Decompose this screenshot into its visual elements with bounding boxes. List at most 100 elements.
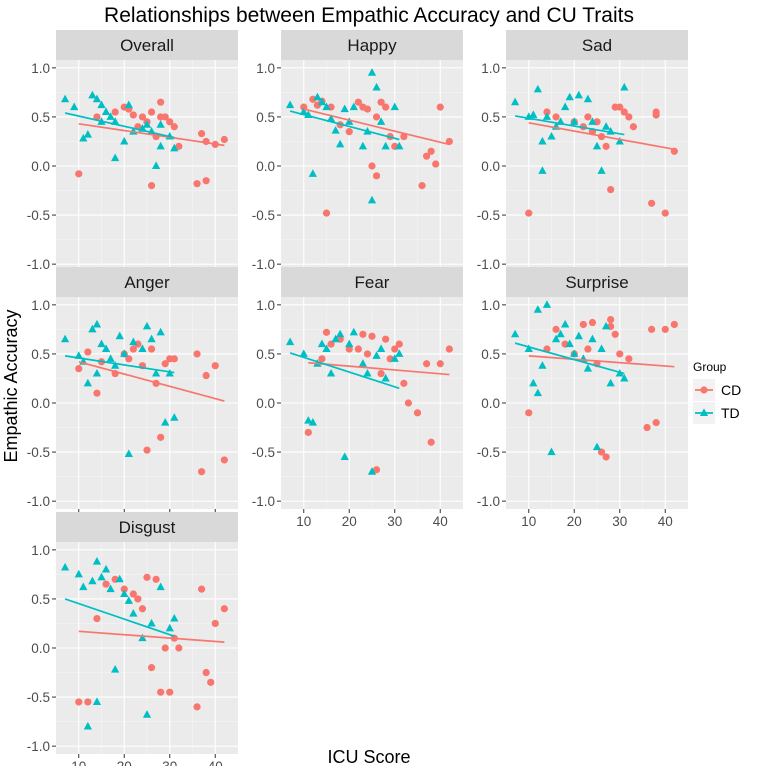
y-tick-label-fear-4: 1.0 xyxy=(256,298,275,313)
point-cd-p0-14 xyxy=(161,113,169,121)
point-td-p2-0 xyxy=(510,97,520,106)
point-cd-p6-11 xyxy=(152,575,160,583)
point-cd-p4-18 xyxy=(413,409,422,417)
y-tick-label-anger-3: 0.5 xyxy=(31,347,50,362)
point-cd-p1-7 xyxy=(345,128,353,136)
point-cd-p0-15 xyxy=(166,118,174,126)
point-td-p2-2 xyxy=(529,110,538,118)
x-tick-label-disgust-1: 20 xyxy=(117,759,132,766)
point-cd-p4-10 xyxy=(372,466,381,474)
point-td-p1-0 xyxy=(285,100,295,109)
point-cd-p6-8 xyxy=(138,605,147,613)
point-td-p4-5 xyxy=(317,339,327,348)
strip-label-fear: Fear xyxy=(355,273,390,292)
point-td-p3-3 xyxy=(83,378,92,387)
point-cd-p3-16 xyxy=(170,355,178,363)
point-cd-p4-0 xyxy=(304,428,312,437)
point-cd-p5-13 xyxy=(611,330,619,338)
point-td-p2-6 xyxy=(542,112,552,120)
point-cd-p4-3 xyxy=(327,340,335,348)
point-td-p5-4 xyxy=(533,305,542,313)
strip-label-sad: Sad xyxy=(582,36,612,55)
point-cd-p6-19 xyxy=(202,668,210,677)
point-td-p4-16 xyxy=(372,351,381,359)
point-cd-p1-14 xyxy=(377,98,385,106)
point-cd-p6-6 xyxy=(129,590,137,598)
y-tick-label-overall-2: 0.0 xyxy=(31,159,50,174)
point-cd-p1-8 xyxy=(354,98,362,106)
point-cd-p4-22 xyxy=(445,345,453,353)
point-cd-p3-7 xyxy=(129,345,137,353)
point-td-p4-14 xyxy=(363,368,372,377)
point-td-p4-7 xyxy=(326,368,336,377)
point-cd-p1-19 xyxy=(418,182,426,190)
y-tick-label-anger-4: 1.0 xyxy=(31,298,50,313)
point-td-p3-8 xyxy=(101,344,111,353)
point-cd-p6-9 xyxy=(143,573,151,581)
y-axis-title: Empathic Accuracy xyxy=(1,309,21,462)
y-tick-label-surprise-3: 0.5 xyxy=(481,347,500,362)
fit-line-cd-anger xyxy=(78,360,225,402)
point-td-p5-7 xyxy=(547,447,556,456)
x-tick-label-fear-3: 40 xyxy=(433,514,448,529)
point-td-p3-18 xyxy=(151,368,161,377)
point-td-p5-22 xyxy=(620,373,629,382)
point-cd-p5-12 xyxy=(607,315,615,324)
point-cd-p3-10 xyxy=(143,446,151,454)
point-cd-p3-14 xyxy=(161,360,169,368)
point-td-p3-11 xyxy=(115,331,124,340)
point-cd-p4-1 xyxy=(318,355,326,363)
point-cd-p1-13 xyxy=(372,172,381,180)
point-td-p1-8 xyxy=(331,126,340,134)
point-cd-p5-7 xyxy=(588,318,597,327)
point-cd-p3-1 xyxy=(84,348,92,356)
panel-sad: Sad10203040-1.0-0.50.00.51.0 xyxy=(477,30,688,292)
point-cd-p3-2 xyxy=(93,389,101,397)
point-td-p2-7 xyxy=(547,131,556,140)
point-td-p4-3 xyxy=(308,418,317,426)
point-cd-p1-20 xyxy=(423,152,431,160)
point-cd-p2-19 xyxy=(661,209,669,217)
point-td-p1-19 xyxy=(381,141,390,150)
point-cd-p5-15 xyxy=(625,355,633,363)
point-td-p4-13 xyxy=(358,359,368,367)
point-td-p6-1 xyxy=(74,569,83,578)
panel-surprise: Surprise 10 20 30 40 -1.0 -0.5 0.0 0.5 1.0 xyxy=(477,267,688,529)
point-td-p0-13 xyxy=(124,100,133,109)
point-td-p6-15 xyxy=(138,633,147,642)
point-td-p4-15 xyxy=(367,467,377,475)
y-tick-label-overall-0: -1.0 xyxy=(27,257,50,272)
point-cd-p3-0 xyxy=(75,365,83,373)
legend: Group CD TD xyxy=(693,360,741,424)
point-cd-p6-12 xyxy=(157,688,165,696)
point-td-p4-11 xyxy=(345,339,354,348)
point-td-p3-20 xyxy=(161,418,170,426)
point-cd-p4-7 xyxy=(359,330,367,338)
point-td-p1-16 xyxy=(367,68,377,76)
point-td-p2-13 xyxy=(574,90,583,99)
x-tick-label-surprise-2: 30 xyxy=(612,514,627,529)
point-td-p6-5 xyxy=(92,557,102,565)
point-td-p5-3 xyxy=(533,388,542,397)
legend-label-cd: CD xyxy=(721,382,741,398)
fit-line-td-happy xyxy=(289,110,400,141)
point-td-p3-17 xyxy=(147,334,156,343)
y-tick-label-sad-0: -1.0 xyxy=(477,257,500,272)
point-td-p6-0 xyxy=(60,562,70,571)
y-tick-label-happy-2: 0.0 xyxy=(256,159,275,174)
point-td-p0-20 xyxy=(156,120,165,128)
y-tick-label-disgust-4: 1.0 xyxy=(31,543,50,558)
point-td-p1-21 xyxy=(395,141,404,150)
y-tick-label-overall-1: -0.5 xyxy=(27,208,50,223)
point-td-p0-1 xyxy=(70,102,79,111)
y-tick-label-overall-3: 0.5 xyxy=(31,110,50,125)
point-cd-p5-14 xyxy=(616,350,624,358)
point-cd-p4-6 xyxy=(354,345,362,353)
point-cd-p1-23 xyxy=(436,103,444,111)
point-cd-p6-14 xyxy=(166,688,174,696)
point-td-p6-6 xyxy=(92,697,102,705)
point-td-p5-17 xyxy=(592,442,602,451)
point-td-p6-20 xyxy=(170,613,179,622)
y-tick-label-sad-2: 0.0 xyxy=(481,159,500,174)
